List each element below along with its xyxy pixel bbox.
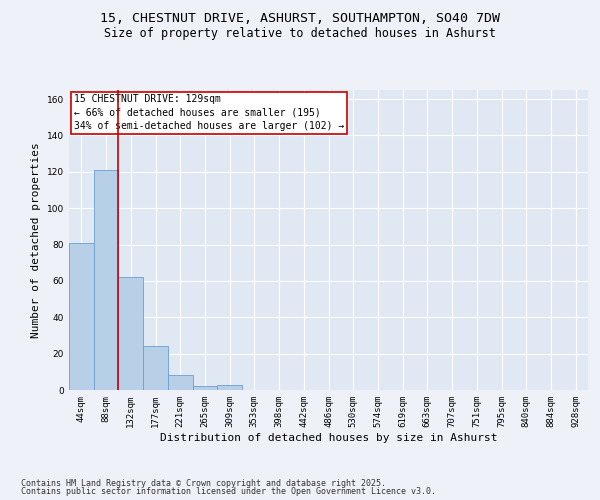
Bar — [143, 346, 168, 390]
Bar — [69, 242, 94, 390]
Bar — [217, 384, 242, 390]
X-axis label: Distribution of detached houses by size in Ashurst: Distribution of detached houses by size … — [160, 432, 497, 442]
Text: Size of property relative to detached houses in Ashurst: Size of property relative to detached ho… — [104, 28, 496, 40]
Bar — [193, 386, 217, 390]
Bar — [118, 278, 143, 390]
Bar — [94, 170, 118, 390]
Bar — [168, 376, 193, 390]
Text: Contains public sector information licensed under the Open Government Licence v3: Contains public sector information licen… — [21, 487, 436, 496]
Text: Contains HM Land Registry data © Crown copyright and database right 2025.: Contains HM Land Registry data © Crown c… — [21, 478, 386, 488]
Y-axis label: Number of detached properties: Number of detached properties — [31, 142, 41, 338]
Text: 15 CHESTNUT DRIVE: 129sqm
← 66% of detached houses are smaller (195)
34% of semi: 15 CHESTNUT DRIVE: 129sqm ← 66% of detac… — [74, 94, 344, 131]
Text: 15, CHESTNUT DRIVE, ASHURST, SOUTHAMPTON, SO40 7DW: 15, CHESTNUT DRIVE, ASHURST, SOUTHAMPTON… — [100, 12, 500, 26]
